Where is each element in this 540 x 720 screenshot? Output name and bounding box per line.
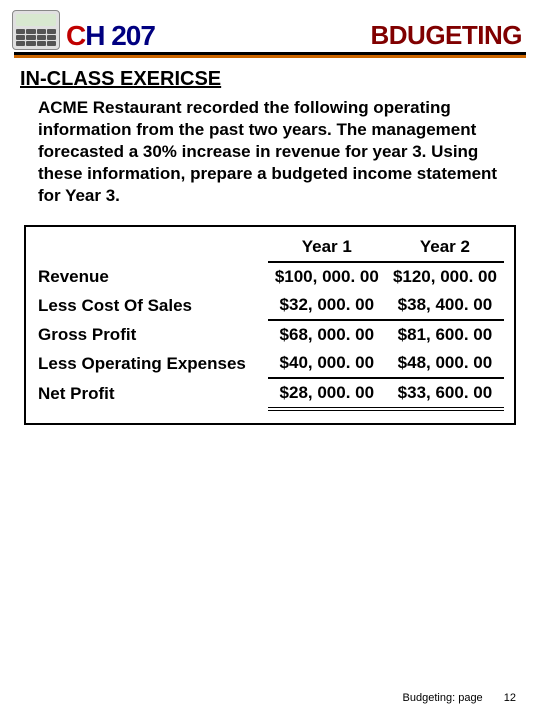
data-table-frame: Year 1 Year 2 Revenue $100, 000. 00 $120… (24, 225, 516, 425)
header-rule-orange (14, 55, 526, 58)
label-gross: Gross Profit (36, 320, 268, 349)
section-title: IN-CLASS EXERICSE (20, 68, 520, 91)
slide-header: CH 207 BDUGETING (0, 0, 540, 52)
val-net-y2: $33, 600. 00 (386, 378, 504, 409)
row-net-profit: Net Profit $28, 000. 00 $33, 600. 00 (36, 378, 504, 409)
val-cost-sales-y2: $38, 400. 00 (386, 291, 504, 320)
val-gross-y1: $68, 000. 00 (268, 320, 386, 349)
val-opex-y1: $40, 000. 00 (268, 349, 386, 378)
label-net: Net Profit (36, 378, 268, 409)
calculator-icon (12, 10, 60, 50)
row-revenue: Revenue $100, 000. 00 $120, 000. 00 (36, 262, 504, 291)
footer: Budgeting: page 12 (403, 692, 516, 704)
val-revenue-y2: $120, 000. 00 (386, 262, 504, 291)
label-opex: Less Operating Expenses (36, 349, 268, 378)
exercise-prompt: ACME Restaurant recorded the following o… (20, 97, 520, 207)
val-opex-y2: $48, 000. 00 (386, 349, 504, 378)
val-gross-y2: $81, 600. 00 (386, 320, 504, 349)
row-cost-of-sales: Less Cost Of Sales $32, 000. 00 $38, 400… (36, 291, 504, 320)
footer-label: Budgeting: page (403, 692, 483, 704)
footer-page-number: 12 (504, 692, 516, 704)
col-year1: Year 1 (268, 233, 386, 262)
row-opex: Less Operating Expenses $40, 000. 00 $48… (36, 349, 504, 378)
val-cost-sales-y1: $32, 000. 00 (268, 291, 386, 320)
course-code: CH 207 (66, 22, 155, 50)
table-header-row: Year 1 Year 2 (36, 233, 504, 262)
content-area: IN-CLASS EXERICSE ACME Restaurant record… (0, 64, 540, 425)
header-left: CH 207 (12, 10, 155, 50)
val-net-y1: $28, 000. 00 (268, 378, 386, 409)
label-cost-sales: Less Cost Of Sales (36, 291, 268, 320)
col-year2: Year 2 (386, 233, 504, 262)
course-code-rest: H 207 (85, 20, 155, 51)
val-revenue-y1: $100, 000. 00 (268, 262, 386, 291)
course-code-c: C (66, 20, 85, 51)
page-topic: BDUGETING (371, 22, 523, 50)
label-revenue: Revenue (36, 262, 268, 291)
row-gross-profit: Gross Profit $68, 000. 00 $81, 600. 00 (36, 320, 504, 349)
income-statement-table: Year 1 Year 2 Revenue $100, 000. 00 $120… (36, 233, 504, 411)
